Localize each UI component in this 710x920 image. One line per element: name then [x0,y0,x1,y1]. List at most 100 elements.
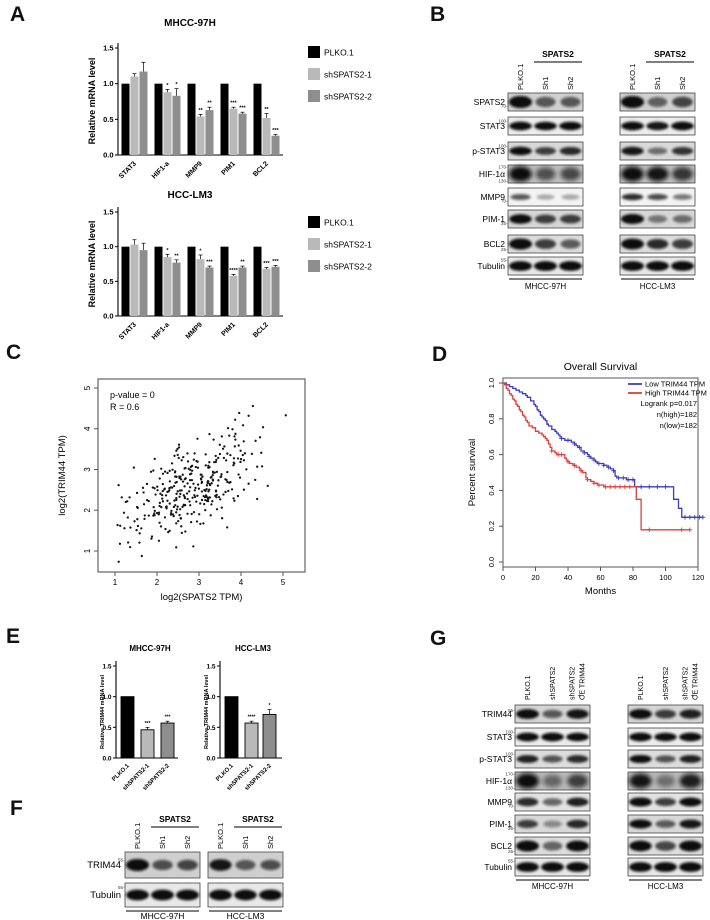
bar-chart-hcclm3-mrna: HCC-LM3 0.0 0.5 1.0 1.5 Relative mRNA level ST… [87,190,372,342]
svg-text:****: **** [248,715,256,721]
svg-text:3: 3 [83,467,92,472]
svg-text:Sh1: Sh1 [241,836,250,849]
svg-text:SPATS2: SPATS2 [159,814,191,824]
panel-letter-b: B [430,3,446,26]
svg-text:1.5: 1.5 [103,44,113,53]
svg-text:55-: 55- [118,885,125,890]
svg-text:SPATS2: SPATS2 [242,814,274,824]
svg-text:PLKO.1: PLKO.1 [516,64,525,90]
svg-text:*: * [166,83,169,89]
svg-text:PLKO.1: PLKO.1 [324,48,354,58]
svg-text:1.0: 1.0 [103,79,113,88]
svg-text:*: * [175,82,178,88]
svg-text:****: **** [229,268,238,274]
svg-text:100-: 100- [505,729,515,734]
svg-text:***: *** [145,721,151,727]
svg-text:***: *** [206,260,213,266]
svg-text:130-: 130- [498,178,508,183]
svg-text:MMP9: MMP9 [487,797,512,807]
svg-text:Relative TRIM44 mRNA level: Relative TRIM44 mRNA level [204,674,210,749]
svg-text:Low TRIM44 TPM: Low TRIM44 TPM [645,380,705,389]
panel-letter-e: E [6,625,21,648]
svg-text:HCC-LM3: HCC-LM3 [640,282,676,291]
svg-text:shSPATS2: shSPATS2 [570,667,577,700]
svg-text:HIF-1α: HIF-1α [479,169,505,179]
svg-text:1.5: 1.5 [103,208,113,217]
svg-text:PLKO.1: PLKO.1 [525,675,532,700]
svg-text:5: 5 [281,578,286,587]
svg-text:0.0: 0.0 [103,151,113,160]
svg-text:Sh2: Sh2 [678,77,687,90]
svg-text:PLKO.1: PLKO.1 [215,763,235,783]
bar-chart-trim44-mhcc97h: MHCC-97H 0.0 0.5 1.0 1.5 Relative TRIM44 mRNA… [100,644,178,792]
svg-text:70-: 70- [501,103,508,108]
svg-text:0.0: 0.0 [206,756,215,763]
svg-text:55-: 55- [501,258,508,263]
svg-text:Relative mRNA level: Relative mRNA level [87,58,97,145]
svg-text:p-STAT3: p-STAT3 [472,146,505,156]
svg-text:MHCC-97H: MHCC-97H [164,18,216,29]
svg-text:2: 2 [155,578,160,587]
svg-text:70-: 70- [508,803,515,808]
svg-text:Tubulin: Tubulin [90,890,121,901]
svg-text:60: 60 [596,573,604,582]
svg-text:STAT3: STAT3 [118,321,138,341]
svg-text:shSPATS2-2: shSPATS2-2 [324,262,372,272]
svg-text:BCL2: BCL2 [252,160,270,178]
svg-text:MHCC-97H: MHCC-97H [141,911,185,920]
svg-text:1: 1 [113,578,118,587]
svg-text:MHCC-97H: MHCC-97H [129,644,171,653]
panel-letter-a: A [10,3,26,26]
svg-text:0.0: 0.0 [103,312,113,321]
svg-text:4: 4 [239,578,244,587]
svg-text:55-: 55- [508,859,515,864]
svg-text:p-value = 0: p-value = 0 [110,390,155,400]
svg-text:1.0: 1.0 [487,378,496,388]
svg-text:shSPATS2-2: shSPATS2-2 [324,92,372,102]
svg-text:0.6: 0.6 [487,449,496,459]
svg-text:Tubulin: Tubulin [477,261,505,271]
svg-text:+: + [578,694,582,700]
svg-text:PLKO.1: PLKO.1 [638,675,645,700]
svg-text:log2(TRIM44 TPM): log2(TRIM44 TPM) [57,435,68,516]
svg-text:1.5: 1.5 [206,664,215,671]
svg-text:shSPATS2: shSPATS2 [550,667,557,700]
svg-text:MHCC-97H: MHCC-97H [532,882,574,891]
svg-text:0.0: 0.0 [487,557,496,567]
svg-text:0.5: 0.5 [206,725,215,732]
western-blot-spats2-targets: PLKO.1 Sh1 Sh2 SPATS2 MHCC-97H PLKO.1 Sh1 Sh2 SP… [472,49,696,291]
svg-text:PLKO.1: PLKO.1 [628,64,637,90]
svg-text:PIM-1: PIM-1 [482,214,505,224]
svg-text:80: 80 [629,573,637,582]
western-blot-rescue: PLKO.1 shSPATS2 shSPATS2 OE TRIM44+MHCC-97H… [479,663,704,891]
km-overall-survival: Overall Survival 0 20 40 60 80 100 120 0.0 0.2 0.4… [467,361,707,597]
svg-text:STAT3: STAT3 [118,160,138,180]
svg-text:Sh2: Sh2 [183,836,192,849]
svg-text:***: *** [263,261,270,267]
svg-text:PLKO.1: PLKO.1 [111,763,131,783]
svg-text:170-: 170- [498,165,508,170]
svg-text:n(high)=182: n(high)=182 [657,410,697,419]
svg-text:Percent survival: Percent survival [467,439,478,507]
svg-text:shSPATS2-1: shSPATS2-1 [324,240,372,250]
svg-text:**: ** [207,101,212,107]
svg-text:170-: 170- [505,772,515,777]
western-blot-trim44: PLKO.1 Sh1 Sh2 SPATS2 MHCC-97H PLKO.1 Sh1 Sh2 SP… [87,814,284,920]
svg-text:OE TRIM44: OE TRIM44 [580,663,587,700]
svg-text:BCL2: BCL2 [484,239,506,249]
svg-text:35-: 35- [508,826,515,831]
svg-text:HCC-LM3: HCC-LM3 [648,882,684,891]
svg-text:R = 0.6: R = 0.6 [110,402,139,412]
svg-text:5: 5 [83,385,92,390]
svg-text:Sh2: Sh2 [266,836,275,849]
svg-text:1.0: 1.0 [103,242,113,251]
svg-text:35-: 35- [501,221,508,226]
svg-text:25-: 25- [501,247,508,252]
svg-text:HCC-LM3: HCC-LM3 [227,911,265,920]
svg-text:Sh2: Sh2 [566,77,575,90]
svg-text:PLKO.1: PLKO.1 [216,823,225,849]
svg-text:***: *** [165,715,171,721]
bar-chart-trim44-hcclm3: HCC-LM3 0.0 0.5 1.0 1.5 Relative TRIM44 mRNA … [204,644,282,792]
svg-text:0.8: 0.8 [487,414,496,424]
scatter-spats2-trim44-correlation: 1 2 3 4 5 1 2 3 4 5 log2(SPATS2 TPM) log2(TRIM44 TP… [57,378,306,603]
